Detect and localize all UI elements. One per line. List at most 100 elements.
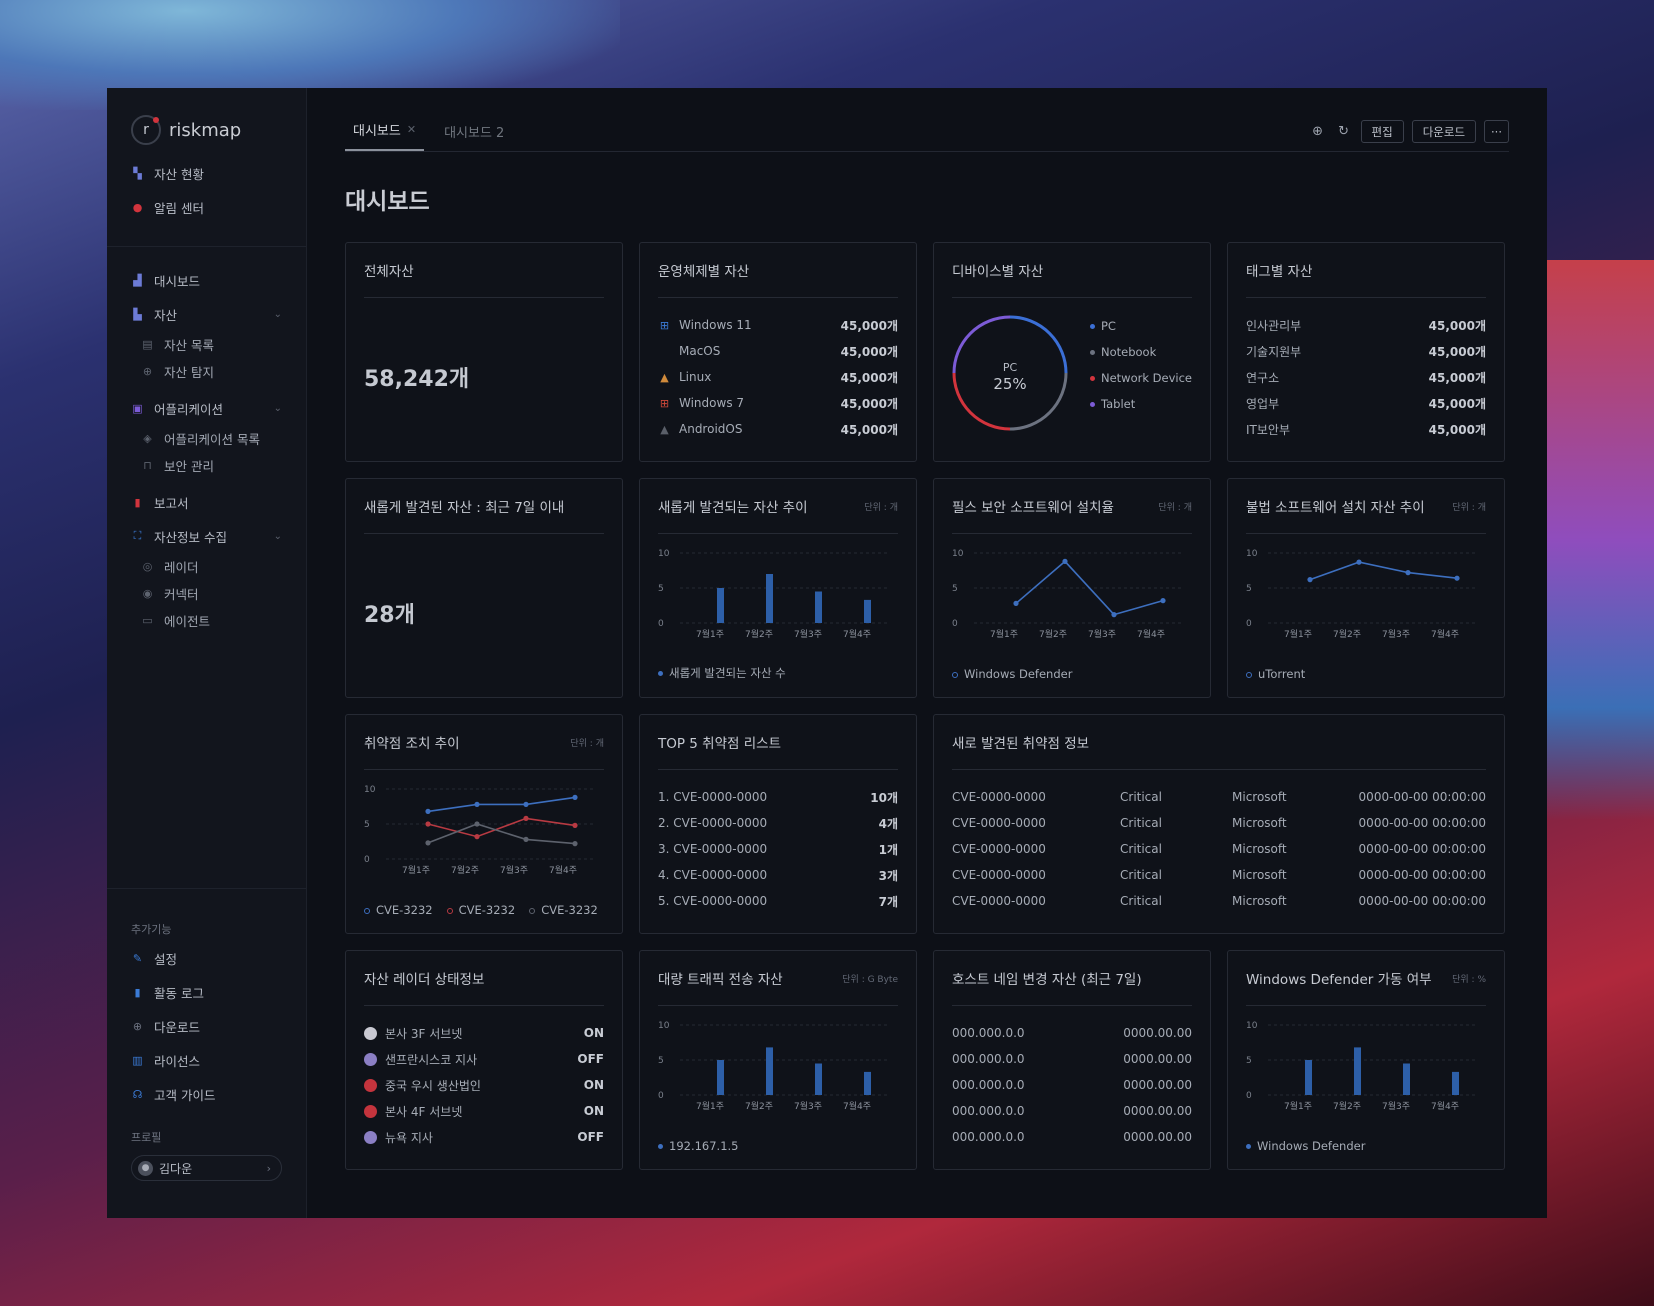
sidebar-item-activity-log[interactable]: ▮ 활동 로그 [107,975,306,1009]
report-icon: ▮ [134,495,141,509]
list-item[interactable]: 000.000.0.0 0000.00.00 [952,1020,1192,1046]
tab-dashboard-2[interactable]: 대시보드 2 [436,122,512,151]
list-item[interactable]: 본사 4F 서브넷 ON [364,1098,604,1124]
sidebar-item-radar[interactable]: ◎ 레이더 [107,553,306,580]
list-item[interactable]: ▲ AndroidOS 45,000개 [658,416,898,442]
card-radar-status: 자산 레이더 상태정보 본사 3F 서브넷 ON 샌프란시스코 지사 OFF 중국 … [345,950,623,1170]
list-item[interactable]: 000.000.0.0 0000.00.00 [952,1046,1192,1072]
sidebar-item-label: 자산 현황 [154,166,204,182]
list-item[interactable]: 000.000.0.0 0000.00.00 [952,1072,1192,1098]
sidebar-item-download[interactable]: ⊕ 다운로드 [107,1009,306,1043]
list-item[interactable]: 인사관리부 45,000개 [1246,312,1486,338]
edit-button[interactable]: 편집 [1360,120,1404,143]
donut-slice[interactable] [1009,315,1068,374]
sidebar-item-collection[interactable]: ⛶ 자산정보 수집 ⌄ [107,519,306,553]
download-button[interactable]: 다운로드 [1411,120,1477,143]
sidebar-item-asset-list[interactable]: ▤ 자산 목록 [107,331,306,358]
x-tick-label: 7월2주 [1333,1100,1361,1112]
refresh-icon[interactable]: ↻ [1338,124,1349,139]
sidebar-item-license[interactable]: ▥ 라이선스 [107,1043,306,1077]
list-item[interactable]: 4. CVE-0000-0000 3개 [658,862,898,888]
sidebar-item-assets[interactable]: ▙ 자산 ⌄ [107,297,306,331]
legend-item[interactable]: CVE-3232 [446,903,515,917]
list-item[interactable]: ⊞ Windows 11 45,000개 [658,312,898,338]
table-row[interactable]: CVE-0000-0000 Critical Microsoft 0000-00-00… [952,836,1486,862]
sidebar-item-alert-center[interactable]: ● 알림 센터 [107,190,306,224]
series-line [1015,560,1164,616]
sidebar-item-reports[interactable]: ▮ 보고서 [107,485,306,519]
legend-item[interactable]: Network Device [1090,365,1192,391]
legend-dot [1090,376,1095,381]
legend-item[interactable]: CVE-3232 [364,903,433,917]
list-item[interactable]: 기술지원부 45,000개 [1246,338,1486,364]
tab-bar: 대시보드 ✕ 대시보드 2 ⊕ ↻ 편집 다운로드 ··· [345,88,1509,152]
chevron-down-icon[interactable]: ⌄ [273,308,282,320]
more-button[interactable]: ··· [1484,120,1509,143]
donut-slice[interactable] [952,372,1011,431]
list-item[interactable]: 뉴욕 지사 OFF [364,1124,604,1150]
korea-flag-icon [364,1026,377,1040]
data-point [474,834,480,840]
vuln-severity: Critical [1120,868,1162,882]
x-tick-label: 7월4주 [843,1100,871,1112]
os-value: 45,000개 [840,370,898,385]
legend-item[interactable]: Notebook [1090,339,1192,365]
legend-item[interactable]: 새롭게 발견되는 자산 수 [658,665,786,681]
table-row[interactable]: CVE-0000-0000 Critical Microsoft 0000-00-00… [952,784,1486,810]
legend-item[interactable]: Tablet [1090,391,1192,417]
x-tick-label: 7월3주 [1382,1100,1410,1112]
sidebar-item-settings[interactable]: ✎ 설정 [107,941,306,975]
sidebar-item-asset-detect[interactable]: ⊕ 자산 탐지 [107,358,306,385]
chevron-down-icon[interactable]: ⌄ [273,530,282,542]
table-row[interactable]: CVE-0000-0000 Critical Microsoft 0000-00-00… [952,888,1486,914]
list-item[interactable]: ⊞ Windows 7 45,000개 [658,390,898,416]
legend-item[interactable]: Windows Defender [1246,1139,1365,1153]
list-item[interactable]: 1. CVE-0000-0000 10개 [658,784,898,810]
tab-dashboard[interactable]: 대시보드 ✕ [345,120,425,151]
sidebar-item-asset-status[interactable]: ▚ 자산 현황 [107,156,306,190]
y-tick-label: 5 [658,1056,664,1066]
close-icon[interactable]: ✕ [406,123,417,136]
profile-button[interactable]: ● 김다운 › [131,1155,282,1181]
list-item[interactable]: 연구소 45,000개 [1246,364,1486,390]
sidebar-item-connector[interactable]: ◉ 커넥터 [107,580,306,607]
list-item[interactable]: IT보안부 45,000개 [1246,416,1486,442]
sidebar-item-applications[interactable]: ▣ 어플리케이션 ⌄ [107,391,306,425]
sidebar-item-agent[interactable]: ▭ 에이전트 [107,607,306,634]
sidebar-item-guide[interactable]: ☊ 고객 가이드 [107,1077,306,1111]
list-item[interactable]: 2. CVE-0000-0000 4개 [658,810,898,836]
logo[interactable]: r riskmap [107,88,306,148]
list-item[interactable]: 중국 우시 생산법인 ON [364,1072,604,1098]
agent-icon: ▭ [142,614,153,627]
host-ip: 000.000.0.0 [952,1052,1025,1066]
table-row[interactable]: CVE-0000-0000 Critical Microsoft 0000-00-00… [952,810,1486,836]
legend-item[interactable]: 192.167.1.5 [658,1139,739,1153]
sidebar-item-dashboard[interactable]: ▟ 대시보드 [107,263,306,297]
tag-value: 45,000개 [1428,396,1486,411]
chevron-right-icon: › [266,1161,271,1175]
add-icon[interactable]: ⊕ [1312,124,1323,139]
legend-item[interactable]: Windows Defender [952,667,1072,681]
list-item[interactable]: 000.000.0.0 0000.00.00 [952,1098,1192,1124]
sidebar-item-security[interactable]: ⊓ 보안 관리 [107,452,306,479]
list-item[interactable]: 샌프란시스코 지사 OFF [364,1046,604,1072]
chevron-down-icon[interactable]: ⌄ [273,402,282,414]
donut-slice[interactable] [1009,372,1068,431]
card-os-assets: 운영체제별 자산 ⊞ Windows 11 45,000개 MacOS 45,000개… [639,242,917,462]
os-label: AndroidOS [679,422,743,436]
sidebar-item-app-list[interactable]: ◈ 어플리케이션 목록 [107,425,306,452]
y-tick-label: 0 [1246,1091,1252,1101]
legend-item[interactable]: uTorrent [1246,667,1305,681]
list-item[interactable]: 3. CVE-0000-0000 1개 [658,836,898,862]
table-row[interactable]: CVE-0000-0000 Critical Microsoft 0000-00-00… [952,862,1486,888]
list-item[interactable]: 영업부 45,000개 [1246,390,1486,416]
legend-item[interactable]: PC [1090,313,1192,339]
list-item[interactable]: 5. CVE-0000-0000 7개 [658,888,898,914]
list-item[interactable]: MacOS 45,000개 [658,338,898,364]
list-item[interactable]: 000.000.0.0 0000.00.00 [952,1124,1192,1150]
list-item[interactable]: ▲ Linux 45,000개 [658,364,898,390]
list-item[interactable]: 본사 3F 서브넷 ON [364,1020,604,1046]
legend-item[interactable]: CVE-3232 [529,903,598,917]
building-icon: ▙ [133,307,142,321]
donut-slice[interactable] [952,315,1011,374]
